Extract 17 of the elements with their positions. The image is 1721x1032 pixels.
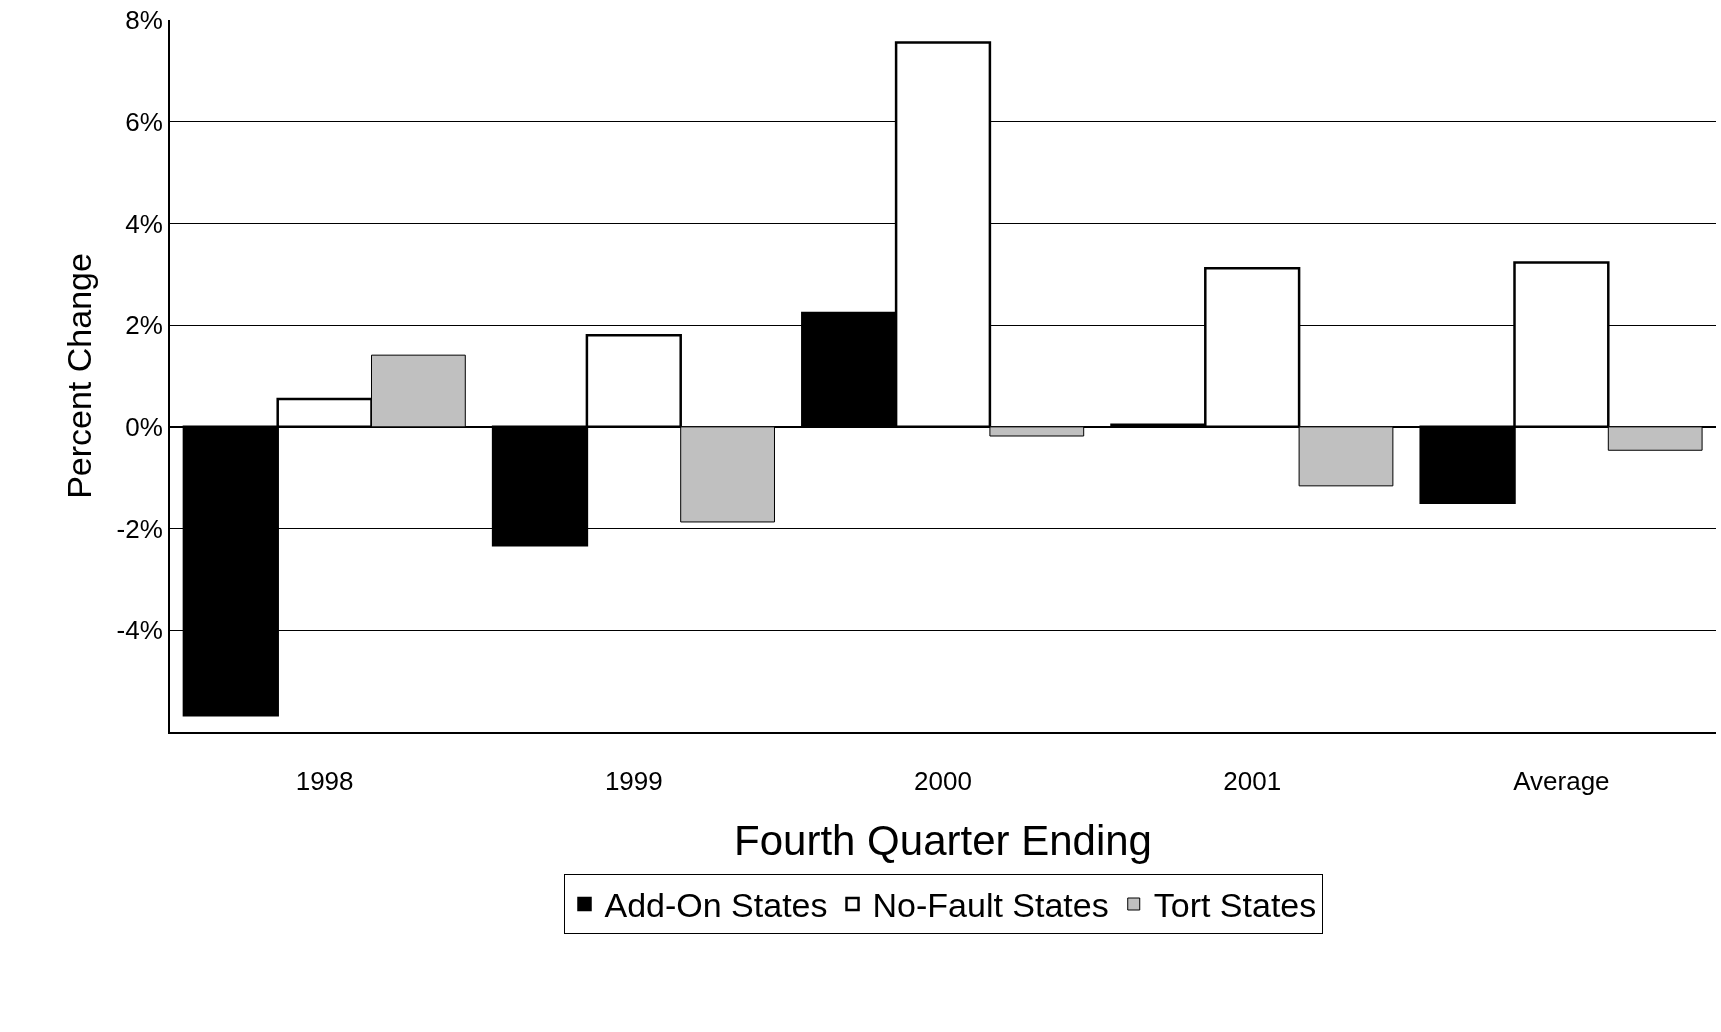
x-tick-label: Average [1513, 766, 1610, 797]
y-axis-title: Percent Change [59, 253, 98, 499]
x-tick-label: 2001 [1223, 766, 1282, 797]
legend-label: No-Fault States [872, 886, 1109, 925]
y-tick-label: -2% [116, 513, 163, 544]
x-tick-label: 1998 [295, 766, 354, 797]
x-axis-title: Fourth Quarter Ending [734, 816, 1152, 864]
y-tick-label: 8% [125, 5, 163, 36]
y-tick-label: 2% [125, 310, 163, 341]
legend-label: Tort States [1153, 886, 1317, 925]
y-tick-label: 4% [125, 208, 163, 239]
legend-label: Add-On States [604, 886, 828, 925]
y-tick-label: -4% [116, 615, 163, 646]
x-tick-label: 2000 [914, 766, 972, 797]
y-tick-label: 6% [125, 106, 163, 137]
y-tick-label: 0% [125, 411, 163, 442]
x-tick-label: 1999 [604, 766, 663, 797]
